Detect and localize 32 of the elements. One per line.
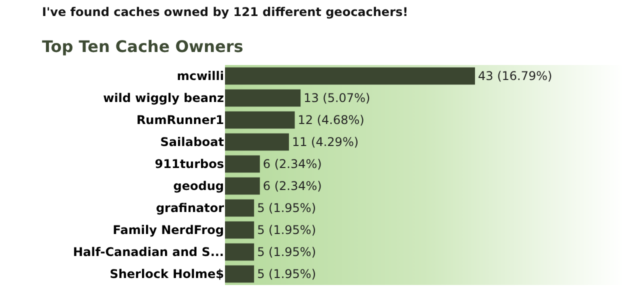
data-label: 11 (4.29%)	[292, 135, 359, 149]
y-tick-label: RumRunner1	[136, 113, 224, 128]
bar	[225, 111, 295, 129]
y-tick-label: Sailaboat	[160, 135, 224, 150]
y-tick-label: mcwilli	[176, 69, 224, 84]
bar	[225, 243, 254, 261]
data-label: 5 (1.95%)	[257, 267, 316, 281]
data-label: 13 (5.07%)	[304, 91, 370, 105]
chart-subtitle: Top Ten Cache Owners	[42, 37, 244, 56]
data-label: 5 (1.95%)	[257, 245, 316, 259]
bar	[225, 89, 301, 107]
bar	[225, 221, 254, 239]
y-tick-label: wild wiggly beanz	[103, 91, 224, 106]
y-tick-label: geodug	[173, 179, 224, 194]
y-tick-label: Family NerdFrog	[112, 223, 224, 238]
bar	[225, 133, 289, 151]
data-label: 5 (1.95%)	[257, 201, 316, 215]
bar	[225, 67, 475, 85]
data-label: 6 (2.34%)	[262, 179, 322, 193]
y-tick-label: Sherlock Holme$	[110, 267, 224, 282]
data-label: 43 (16.79%)	[478, 69, 552, 83]
bar	[225, 265, 254, 283]
bar	[225, 199, 254, 217]
bar	[225, 155, 260, 173]
y-tick-label: grafinator	[156, 201, 224, 216]
data-label: 12 (4.68%)	[298, 113, 364, 127]
bar	[225, 177, 260, 195]
data-label: 6 (2.34%)	[262, 157, 322, 171]
y-tick-label: Half-Canadian and S...	[72, 245, 224, 260]
data-label: 5 (1.95%)	[257, 223, 316, 237]
chart-title: I've found caches owned by 121 different geocachers!	[42, 5, 408, 19]
y-tick-label: 911turbos	[154, 157, 224, 172]
